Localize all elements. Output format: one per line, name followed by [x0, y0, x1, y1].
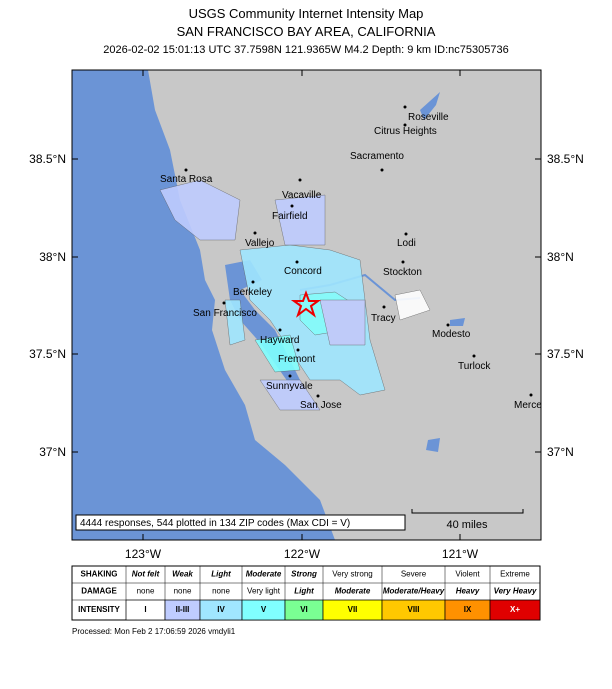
shaking-label: Very strong	[332, 570, 372, 579]
shaking-label: Not felt	[132, 570, 160, 579]
damage-label: Very light	[247, 587, 281, 596]
shaking-label: Light	[211, 570, 231, 579]
lat-label: 37°N	[547, 445, 574, 459]
city-label: San Francisco	[193, 308, 257, 319]
damage-label: none	[137, 587, 155, 596]
row-header: INTENSITY	[78, 605, 120, 614]
city-dot	[472, 354, 476, 358]
city-label: Modesto	[432, 329, 471, 340]
intensity-label: VIII	[407, 605, 419, 614]
city-label: Turlock	[458, 361, 491, 372]
damage-label: Heavy	[456, 587, 480, 596]
lon-label: 122°W	[284, 547, 321, 561]
city-dot	[288, 374, 292, 378]
map-frame	[71, 69, 542, 541]
damage-label: Moderate	[335, 587, 371, 596]
city-label: Merced	[514, 400, 547, 411]
lat-label: 38°N	[39, 250, 66, 264]
damage-label: Very Heavy	[494, 587, 537, 596]
damage-label: Moderate/Heavy	[383, 587, 445, 596]
intensity-label: VII	[348, 605, 358, 614]
city-dot	[403, 123, 407, 127]
city-label: Santa Rosa	[160, 174, 213, 185]
city-dot	[380, 168, 384, 172]
ocean	[72, 70, 335, 540]
zip-polygons	[159, 179, 431, 411]
legend: SHAKING DAMAGE INTENSITY Not felt Weak Light M…	[71, 565, 541, 621]
city-label: Fairfield	[272, 211, 308, 222]
city-dot	[296, 348, 300, 352]
summary: 4444 responses, 544 plotted in 134 ZIP c…	[80, 518, 350, 529]
intensity-label: X+	[510, 605, 520, 614]
intensity-label: II-III	[176, 605, 190, 614]
city-label: Sunnyvale	[266, 381, 313, 392]
shaking-label: Severe	[401, 570, 427, 579]
city-dot	[278, 328, 282, 332]
city-dot	[298, 178, 302, 182]
city-label: San Jose	[300, 400, 342, 411]
city-dot	[295, 260, 299, 264]
damage-label: Light	[294, 587, 314, 596]
city-dot	[404, 232, 408, 236]
lat-label: 38.5°N	[547, 152, 584, 166]
city-label: Roseville	[408, 112, 449, 123]
title: USGS Community Internet Intensity Map	[189, 6, 424, 21]
city-label: Citrus Heights	[374, 126, 437, 137]
map-area: Roseville Citrus Heights Sacramento Santa R…	[72, 70, 547, 540]
shaking-label: Moderate	[246, 570, 282, 579]
city-label: Sacramento	[350, 151, 404, 162]
intensity-label: VI	[300, 605, 308, 614]
epicenter-star	[290, 290, 322, 318]
city-dot	[290, 204, 294, 208]
shaking-label: Extreme	[500, 570, 530, 579]
city-label: Hayward	[260, 335, 299, 346]
cities: Roseville Citrus Heights Sacramento Santa R…	[160, 105, 547, 411]
city-dot	[316, 394, 320, 398]
intensity-label: I	[144, 605, 146, 614]
scale-bar	[411, 509, 524, 514]
shaking-label: Violent	[455, 570, 480, 579]
row-header: SHAKING	[81, 570, 118, 579]
intensity-label: V	[261, 605, 267, 614]
damage-label: none	[212, 587, 230, 596]
lat-label: 37.5°N	[29, 347, 66, 361]
lat-label: 38°N	[547, 250, 574, 264]
city-label: Fremont	[278, 354, 315, 365]
city-dot	[401, 260, 405, 264]
summary-box	[75, 514, 406, 531]
processed: Processed: Mon Feb 2 17:06:59 2026 vmdyl…	[72, 627, 236, 636]
event-info: 2026-02-02 15:01:13 UTC 37.7598N 121.936…	[103, 44, 508, 56]
lat-label: 38.5°N	[29, 152, 66, 166]
city-dot	[251, 280, 255, 284]
shaking-label: Strong	[291, 570, 317, 579]
lat-label: 37.5°N	[547, 347, 584, 361]
scale-label: 40 miles	[447, 519, 488, 531]
city-dot	[382, 305, 386, 309]
lon-label: 121°W	[442, 547, 479, 561]
city-label: Vallejo	[245, 238, 275, 249]
city-label: Berkeley	[233, 287, 272, 298]
intensity-label: IX	[464, 605, 472, 614]
city-dot	[253, 231, 257, 235]
lat-label: 37°N	[39, 445, 66, 459]
city-label: Lodi	[397, 238, 416, 249]
city-label: Tracy	[371, 313, 396, 324]
city-dot	[222, 301, 226, 305]
city-label: Vacaville	[282, 190, 322, 201]
city-label: Stockton	[383, 267, 422, 278]
shaking-label: Weak	[172, 570, 193, 579]
city-dot	[403, 105, 407, 109]
city-dot	[184, 168, 188, 172]
lon-label: 123°W	[125, 547, 162, 561]
row-header: DAMAGE	[81, 587, 117, 596]
city-dot	[446, 323, 450, 327]
subtitle: SAN FRANCISCO BAY AREA, CALIFORNIA	[177, 24, 436, 39]
intensity-label: IV	[217, 605, 225, 614]
city-dot	[529, 393, 533, 397]
axes: 38.5°N 38.5°N 38°N 38°N 37.5°N 37.5°N 37°N 37°N…	[29, 70, 584, 561]
city-label: Concord	[284, 266, 322, 277]
damage-label: none	[174, 587, 192, 596]
